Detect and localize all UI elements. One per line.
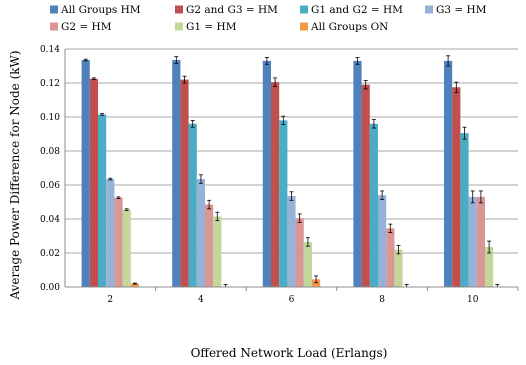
- error-bar-g1-hm-4: [215, 211, 220, 222]
- bar-g3-hm-2: [106, 179, 115, 287]
- bar-g1-and-g2-hm-4: [188, 123, 197, 287]
- x-tick-label-4: 4: [198, 295, 204, 305]
- x-tick-label-8: 8: [379, 295, 385, 305]
- bar-g2-hm-4: [205, 204, 214, 287]
- bar-all-groups-hm-6: [262, 60, 271, 288]
- error-bar-g2-and-g3-hm-10: [454, 81, 459, 93]
- bar-g1-and-g2-hm-8: [369, 123, 378, 287]
- error-bar-g2-and-g3-hm-2: [91, 77, 96, 80]
- error-bar-g2-hm-6: [297, 213, 302, 223]
- legend-label-6: All Groups ON: [310, 21, 388, 33]
- legend-swatch-3: [425, 5, 433, 14]
- axes: 0.00 0.02 0.04 0.06 0.08 0.10 0.12 0.14 2 4 6 8 10: [40, 45, 519, 305]
- legend-swatch-6: [300, 22, 308, 31]
- bar-g2-and-g3-hm-10: [452, 87, 461, 287]
- bar-g2-and-g3-hm-2: [89, 78, 98, 287]
- error-bar-g3-hm-2: [108, 177, 113, 181]
- error-bar-g1-and-g2-hm-8: [371, 119, 376, 129]
- error-bar-all-groups-hm-10: [446, 55, 451, 67]
- bar-g1-and-g2-hm-6: [279, 120, 288, 288]
- error-bar-g2-hm-4: [207, 199, 212, 210]
- y-tick-label-6: 0.12: [40, 79, 60, 89]
- legend-swatch-2: [300, 5, 308, 14]
- bar-g1-hm-6: [303, 241, 312, 287]
- error-bar-g1-and-g2-hm-10: [462, 126, 467, 140]
- bar-all-groups-hm-4: [172, 60, 181, 287]
- x-tick-label-6: 6: [289, 295, 295, 305]
- error-bar-g3-hm-8: [380, 190, 385, 200]
- error-bar-g1-hm-6: [305, 237, 310, 247]
- error-bar-all-groups-on-6: [314, 275, 319, 284]
- error-bar-g3-hm-10: [470, 190, 475, 204]
- bars: [81, 55, 500, 288]
- error-bar-g2-hm-2: [116, 196, 121, 200]
- error-bar-g2-hm-10: [478, 190, 483, 204]
- bar-g1-and-g2-hm-10: [460, 133, 469, 287]
- legend-swatch-1: [175, 5, 183, 14]
- bar-g2-and-g3-hm-4: [180, 79, 189, 287]
- error-bar-g2-hm-8: [388, 223, 393, 234]
- error-bar-g1-and-g2-hm-6: [281, 115, 286, 126]
- bar-g2-hm-2: [114, 197, 123, 287]
- y-tick-label-4: 0.08: [40, 147, 60, 157]
- bar-g1-hm-10: [485, 247, 494, 287]
- bar-g3-hm-4: [196, 179, 205, 287]
- error-bar-g2-and-g3-hm-8: [363, 80, 368, 90]
- legend-label-1: G2 and G3 = HM: [186, 4, 278, 16]
- bar-g1-hm-4: [213, 216, 222, 287]
- legend-swatch-0: [50, 5, 58, 14]
- legend-label-3: G3 = HM: [436, 4, 487, 16]
- bar-all-groups-on-6: [312, 279, 321, 287]
- error-bar-g2-and-g3-hm-4: [182, 75, 187, 84]
- bar-all-groups-hm-8: [353, 60, 362, 288]
- bar-g1-hm-2: [122, 209, 131, 287]
- error-bar-g1-hm-8: [396, 244, 401, 255]
- y-tick-label-1: 0.02: [40, 249, 60, 259]
- error-bar-all-groups-on-2: [132, 282, 137, 285]
- bar-g2-hm-10: [476, 196, 485, 287]
- y-axis-label: Average Power Difference for Node (kW): [8, 50, 22, 300]
- bar-g1-and-g2-hm-2: [98, 114, 107, 287]
- legend-label-2: G1 and G2 = HM: [311, 4, 403, 16]
- bar-g2-and-g3-hm-6: [271, 82, 280, 288]
- bar-g3-hm-8: [378, 195, 387, 287]
- bar-all-groups-hm-10: [444, 60, 453, 288]
- bar-g3-hm-6: [287, 196, 296, 287]
- legend-swatch-5: [175, 22, 183, 31]
- bar-g3-hm-10: [468, 196, 477, 287]
- y-tick-label-5: 0.10: [40, 113, 60, 123]
- legend-label-0: All Groups HM: [60, 4, 141, 16]
- error-bar-all-groups-hm-8: [355, 57, 360, 65]
- legend-swatch-4: [50, 22, 58, 31]
- gridlines: [65, 48, 518, 254]
- error-bar-g1-hm-10: [487, 240, 492, 254]
- y-tick-label-7: 0.14: [40, 45, 60, 55]
- legend: All Groups HM G2 and G3 = HM G1 and G2 = H…: [50, 4, 487, 33]
- legend-label-5: G1 = HM: [186, 21, 237, 33]
- bar-g2-hm-8: [386, 228, 395, 287]
- x-tick-label-10: 10: [467, 295, 479, 305]
- error-bar-all-groups-hm-2: [83, 58, 88, 62]
- bar-all-groups-on-2: [130, 283, 139, 287]
- legend-label-4: G2 = HM: [61, 21, 112, 33]
- bar-g2-and-g3-hm-8: [361, 84, 370, 287]
- error-bar-g1-hm-2: [124, 208, 129, 211]
- error-bar-all-groups-hm-4: [174, 56, 179, 64]
- y-tick-label-3: 0.06: [40, 181, 60, 191]
- x-tick-label-2: 2: [107, 295, 113, 305]
- bar-g1-hm-8: [394, 249, 403, 287]
- error-bar-g3-hm-4: [198, 174, 203, 184]
- y-tick-label-0: 0.00: [40, 283, 60, 293]
- bar-g2-hm-6: [295, 218, 304, 287]
- error-bar-g2-and-g3-hm-6: [273, 77, 278, 87]
- bar-all-groups-hm-2: [81, 60, 90, 287]
- error-bar-g3-hm-6: [289, 191, 294, 201]
- y-tick-label-2: 0.04: [40, 215, 60, 225]
- x-axis-label: Offered Network Load (Erlangs): [191, 346, 388, 360]
- error-bar-g1-and-g2-hm-4: [190, 120, 195, 128]
- error-bar-all-groups-hm-6: [264, 57, 269, 65]
- error-bar-g1-and-g2-hm-2: [100, 113, 105, 116]
